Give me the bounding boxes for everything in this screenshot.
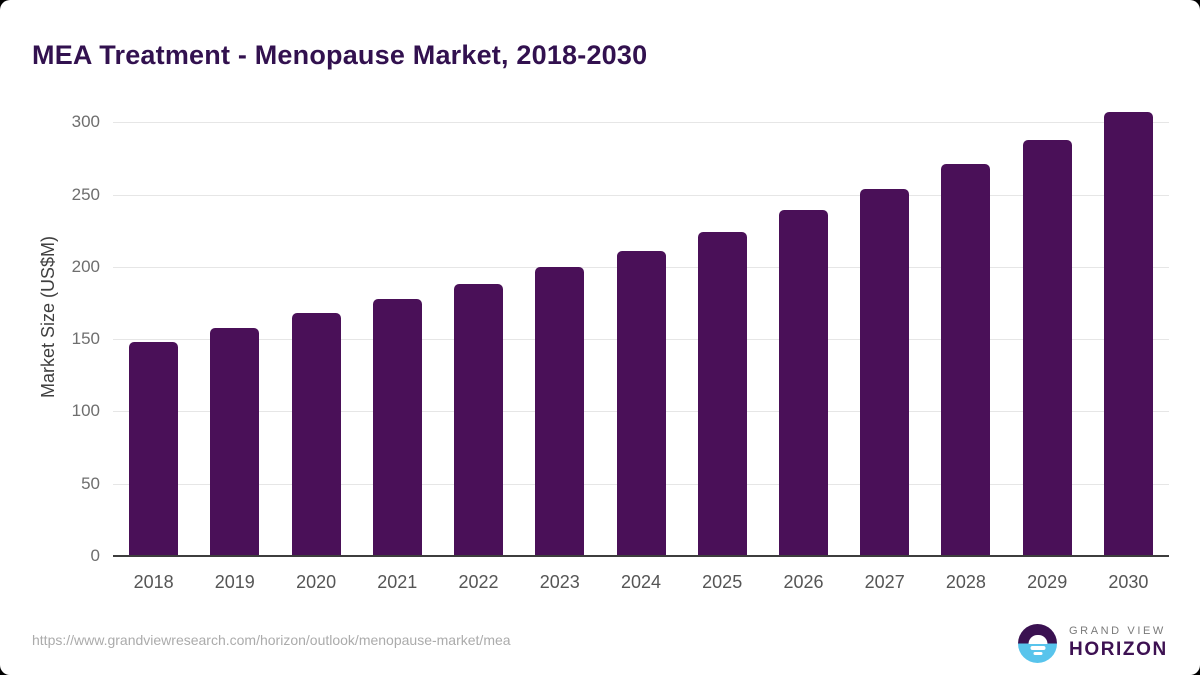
bar-2025: [697, 232, 747, 556]
bar-2030: [1103, 112, 1153, 556]
x-tick-label: 2027: [864, 572, 905, 592]
bar-2019: [210, 327, 260, 556]
x-tick-label: 2021: [377, 572, 418, 592]
x-tick-label: 2025: [702, 572, 743, 592]
bar-2020: [291, 313, 341, 556]
y-tick-label: 300: [71, 112, 100, 132]
horizon-logo-icon: [1018, 624, 1057, 663]
x-tick-label: 2024: [620, 572, 662, 592]
gridline-300: [113, 122, 1169, 124]
x-tick-label: 2019: [214, 572, 255, 592]
logo-horizon-label: HORIZON: [1069, 639, 1168, 660]
logo-text: GRAND VIEW HORIZON: [1069, 625, 1168, 661]
chart-title: MEA Treatment - Menopause Market, 2018-2…: [32, 40, 648, 71]
bar-2024: [616, 250, 666, 556]
bar-2021: [372, 298, 422, 556]
y-tick-label: 150: [71, 329, 100, 349]
logo-grand-view-label: GRAND VIEW: [1069, 625, 1166, 637]
bar-2018: [129, 342, 179, 556]
bar-2022: [454, 284, 503, 556]
x-tick-label: 2020: [296, 572, 337, 592]
x-tick-label: 2030: [1108, 572, 1149, 592]
source-url: https://www.grandviewresearch.com/horizo…: [32, 632, 511, 648]
x-tick-label: 2023: [539, 572, 580, 592]
gridline-250: [113, 194, 1169, 196]
x-axis-line: [113, 555, 1169, 557]
bar-2029: [1022, 139, 1072, 556]
bar-2028: [941, 164, 991, 556]
grand-view-horizon-logo: GRAND VIEW HORIZON: [1018, 623, 1178, 665]
y-tick-label: 50: [81, 473, 100, 493]
reflection-dash-icon: [1033, 652, 1042, 655]
y-tick-label: 100: [71, 401, 100, 421]
bar-2026: [779, 210, 828, 556]
y-tick-label: 0: [90, 546, 100, 565]
x-tick-label: 2026: [783, 572, 824, 592]
sunrise-dome-icon: [1028, 634, 1047, 644]
bar-2023: [535, 266, 585, 556]
x-tick-label: 2022: [458, 572, 499, 592]
x-tick-label: 2028: [945, 572, 986, 592]
y-tick-label: 200: [71, 256, 100, 276]
y-axis-title: Market Size (US$M): [38, 235, 58, 399]
x-tick-label: 2029: [1027, 572, 1068, 592]
x-tick-label: 2018: [133, 572, 174, 592]
y-tick-label: 250: [71, 184, 100, 204]
bar-2027: [860, 188, 910, 556]
reflection-dash-icon: [1030, 646, 1045, 650]
